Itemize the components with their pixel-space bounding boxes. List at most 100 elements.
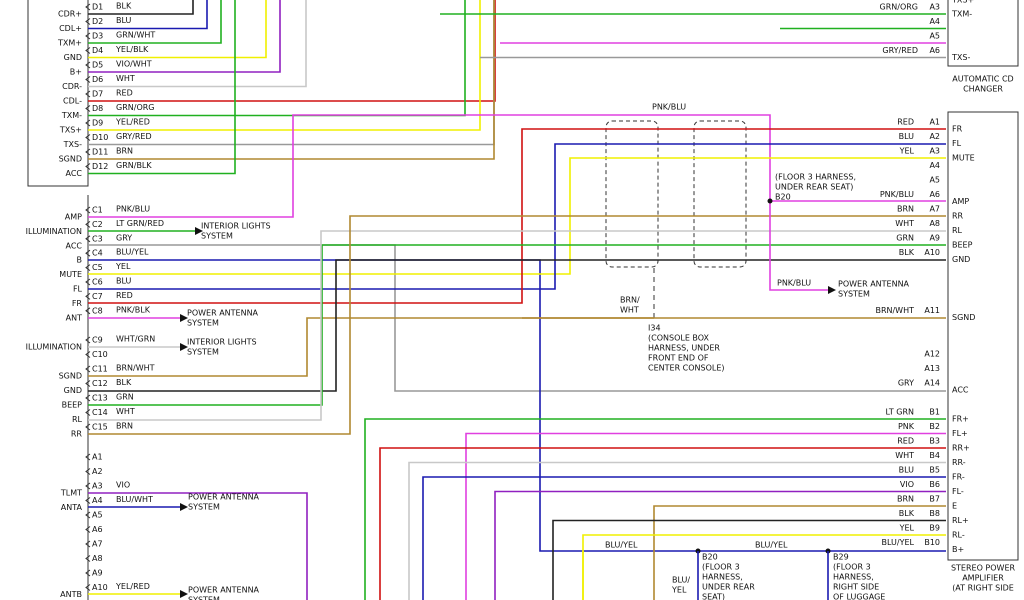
pin-mark — [85, 90, 91, 98]
terminal-label: B — [77, 256, 83, 265]
annotation: CENTER CONSOLE) — [648, 364, 725, 373]
pin-label: A1 — [929, 118, 940, 127]
wire-color: YEL — [899, 524, 915, 533]
pin-label: C7 — [92, 292, 103, 301]
wire-color: PNK/BLU — [116, 205, 150, 214]
pin-mark — [85, 351, 91, 358]
terminal-label: BEEP — [62, 401, 83, 410]
annotation: POWER ANTENNA — [188, 586, 260, 595]
terminal-label: MUTE — [59, 270, 82, 279]
pin-label: A12 — [924, 350, 940, 359]
pin-label: C3 — [92, 234, 103, 243]
pin-label: C4 — [92, 249, 103, 258]
amplifier-box — [947, 111, 1019, 561]
wire-color: BLU — [116, 16, 132, 25]
annotation: SYSTEM — [187, 319, 219, 328]
pin-mark — [85, 569, 91, 577]
terminal-label: SGND — [59, 372, 82, 381]
annotation: B29 — [833, 553, 849, 562]
pin-label: B1 — [929, 408, 940, 417]
pin-mark — [85, 76, 91, 83]
pin-label: A4 — [929, 17, 940, 26]
wire-color: BRN — [116, 422, 133, 431]
wire-color: WHT — [116, 407, 135, 416]
cd-changer-box — [947, 0, 1019, 67]
pin-mark — [85, 423, 91, 431]
pin-mark — [85, 409, 91, 416]
wire-color: GRY — [898, 379, 914, 388]
terminal-label: RR — [952, 212, 964, 221]
pin-label: A11 — [924, 306, 940, 315]
pin-mark — [85, 61, 91, 69]
wire-color: GRN — [896, 234, 914, 243]
pin-mark — [85, 453, 91, 461]
pin-mark — [85, 105, 91, 112]
annotation: BLU/YEL — [605, 541, 638, 550]
wire-color: GRN — [116, 393, 134, 402]
pin-label: A9 — [929, 234, 940, 243]
annotation: BLU/ — [672, 576, 690, 585]
pin-label: D1 — [92, 3, 103, 12]
wire-color: BLU/YEL — [882, 538, 915, 547]
pin-label: A8 — [92, 554, 103, 563]
terminal-label: FL- — [952, 487, 964, 496]
pin-mark — [85, 206, 91, 214]
pin-mark — [85, 540, 91, 548]
terminal-label: FR+ — [952, 415, 969, 424]
wire-color: YEL/RED — [115, 118, 150, 127]
terminal-label: CDR- — [62, 82, 82, 91]
wire — [88, 0, 267, 59]
pin-label: C10 — [92, 350, 108, 359]
pin-mark — [85, 32, 91, 40]
annotation: SEAT) — [702, 593, 725, 600]
pin-mark — [85, 249, 91, 257]
pin-mark — [85, 148, 91, 156]
pin-label: D11 — [92, 148, 108, 157]
pin-mark — [85, 264, 91, 271]
box-title: AUTOMATIC CD — [952, 75, 1013, 84]
terminal-label: ACC — [65, 169, 82, 178]
wire-color: RED — [897, 118, 914, 127]
annotation: UNDER REAR — [702, 583, 755, 592]
annotation: YEL — [671, 586, 687, 595]
annotation: OF LUGGAGE — [833, 593, 885, 600]
wire-color: GRN/ORG — [116, 103, 155, 112]
terminal-label: FR — [952, 125, 963, 134]
box-title: CHANGER — [963, 85, 1003, 94]
pin-label: D5 — [92, 61, 103, 70]
annotation: WHT — [620, 306, 639, 315]
pin-label: A8 — [929, 219, 940, 228]
pin-label: C6 — [92, 278, 103, 287]
wire-color: VIO — [116, 481, 130, 490]
pin-label: D2 — [92, 17, 103, 26]
pin-label: D4 — [92, 46, 103, 55]
annotation: (FLOOR 3 — [702, 563, 740, 572]
pin-label: A2 — [929, 132, 940, 141]
wire-color: BLK — [899, 248, 915, 257]
wire — [88, 230, 946, 421]
pin-label: D9 — [92, 119, 103, 128]
wire — [653, 505, 946, 600]
wire-color: BLU — [116, 277, 132, 286]
pin-label: A5 — [92, 511, 103, 520]
terminal-label: FL+ — [952, 429, 968, 438]
console-junction — [605, 120, 747, 268]
annotation: HARNESS, UNDER — [648, 344, 720, 353]
pin-mark — [85, 555, 91, 562]
wire-color: GRY — [116, 233, 132, 242]
pin-label: A14 — [924, 379, 940, 388]
wire — [88, 0, 222, 44]
terminal-label: AMP — [65, 213, 82, 222]
pin-label: C15 — [92, 423, 108, 432]
terminal-label: CDL+ — [59, 24, 82, 33]
pin-mark — [85, 163, 91, 170]
terminal-label: B+ — [70, 68, 82, 77]
wire-color: GRN/WHT — [116, 31, 155, 40]
pin-label: D3 — [92, 32, 103, 41]
pin-label: B2 — [929, 422, 940, 431]
pin-label: A4 — [92, 496, 103, 505]
terminal-label: ANTA — [61, 503, 83, 512]
annotation: POWER ANTENNA — [838, 280, 910, 289]
pin-label: B8 — [929, 509, 940, 518]
wire-color: BRN — [897, 495, 914, 504]
